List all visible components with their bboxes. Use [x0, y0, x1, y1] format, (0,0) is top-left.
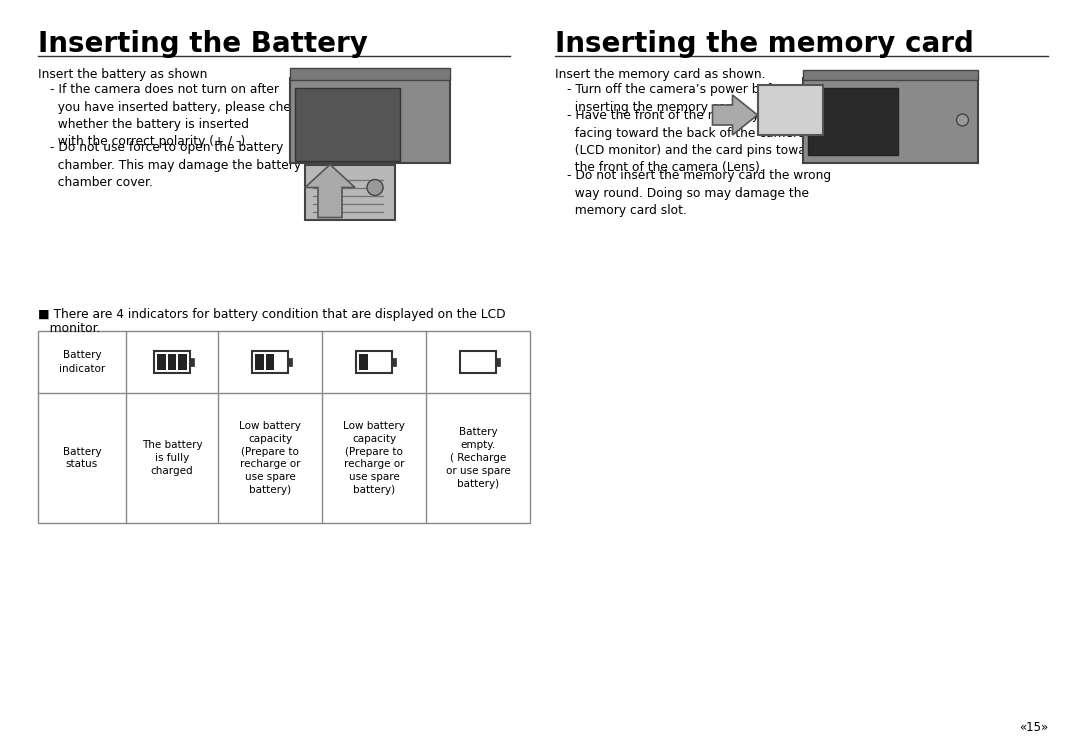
Text: Insert the battery as shown: Insert the battery as shown — [38, 68, 207, 81]
Text: - Do not use force to open the battery
  chamber. This may damage the battery
  : - Do not use force to open the battery c… — [50, 141, 301, 189]
Bar — [157, 354, 165, 370]
Bar — [38, 331, 530, 523]
Text: The battery
is fully
charged: The battery is fully charged — [141, 440, 202, 476]
Bar — [392, 357, 396, 366]
Text: Inserting the memory card: Inserting the memory card — [555, 30, 974, 58]
Bar — [252, 351, 288, 373]
Bar — [460, 351, 496, 373]
Bar — [802, 78, 977, 163]
Bar — [380, 354, 389, 370]
Text: - If the camera does not turn on after
  you have inserted battery, please check: - If the camera does not turn on after y… — [50, 83, 305, 148]
Text: Battery
empty.
( Recharge
or use spare
battery): Battery empty. ( Recharge or use spare b… — [446, 427, 511, 489]
Text: - Do not insert the memory card the wrong
  way round. Doing so may damage the
 : - Do not insert the memory card the wron… — [567, 169, 832, 217]
Bar — [266, 354, 274, 370]
Circle shape — [957, 114, 969, 126]
Bar — [802, 69, 977, 80]
Bar — [496, 357, 500, 366]
Circle shape — [367, 180, 383, 195]
Text: - Turn off the camera’s power before
  inserting the memory card.: - Turn off the camera’s power before ins… — [567, 83, 792, 113]
Text: Low battery
capacity
(Prepare to
recharge or
use spare
battery): Low battery capacity (Prepare to recharg… — [343, 421, 405, 495]
Polygon shape — [305, 165, 355, 218]
Bar — [359, 354, 367, 370]
Text: monitor.: monitor. — [38, 322, 100, 335]
Text: Insert the memory card as shown.: Insert the memory card as shown. — [555, 68, 766, 81]
Bar — [255, 354, 264, 370]
Bar — [295, 87, 400, 160]
Polygon shape — [713, 95, 757, 135]
Bar — [484, 354, 492, 370]
Bar — [167, 354, 176, 370]
Bar — [369, 354, 378, 370]
Bar — [276, 354, 285, 370]
Bar — [305, 165, 395, 220]
Text: Low battery
capacity
(Prepare to
recharge or
use spare
battery): Low battery capacity (Prepare to recharg… — [239, 421, 301, 495]
Text: «15»: «15» — [1018, 721, 1048, 734]
Text: Battery
status: Battery status — [63, 447, 102, 469]
Text: Battery
indicator: Battery indicator — [59, 351, 105, 374]
Bar — [288, 357, 292, 366]
Bar — [463, 354, 472, 370]
Bar — [474, 354, 483, 370]
Text: ■ There are 4 indicators for battery condition that are displayed on the LCD: ■ There are 4 indicators for battery con… — [38, 308, 505, 321]
Bar — [291, 78, 450, 163]
Bar — [757, 85, 823, 135]
Bar — [356, 351, 392, 373]
Bar — [154, 351, 190, 373]
Text: - Have the front of the memory card
  facing toward the back of the camera
  (LC: - Have the front of the memory card faci… — [567, 109, 819, 175]
Bar — [808, 87, 897, 154]
Bar — [178, 354, 187, 370]
Bar — [190, 357, 194, 366]
Bar — [291, 67, 450, 80]
Text: Inserting the Battery: Inserting the Battery — [38, 30, 368, 58]
